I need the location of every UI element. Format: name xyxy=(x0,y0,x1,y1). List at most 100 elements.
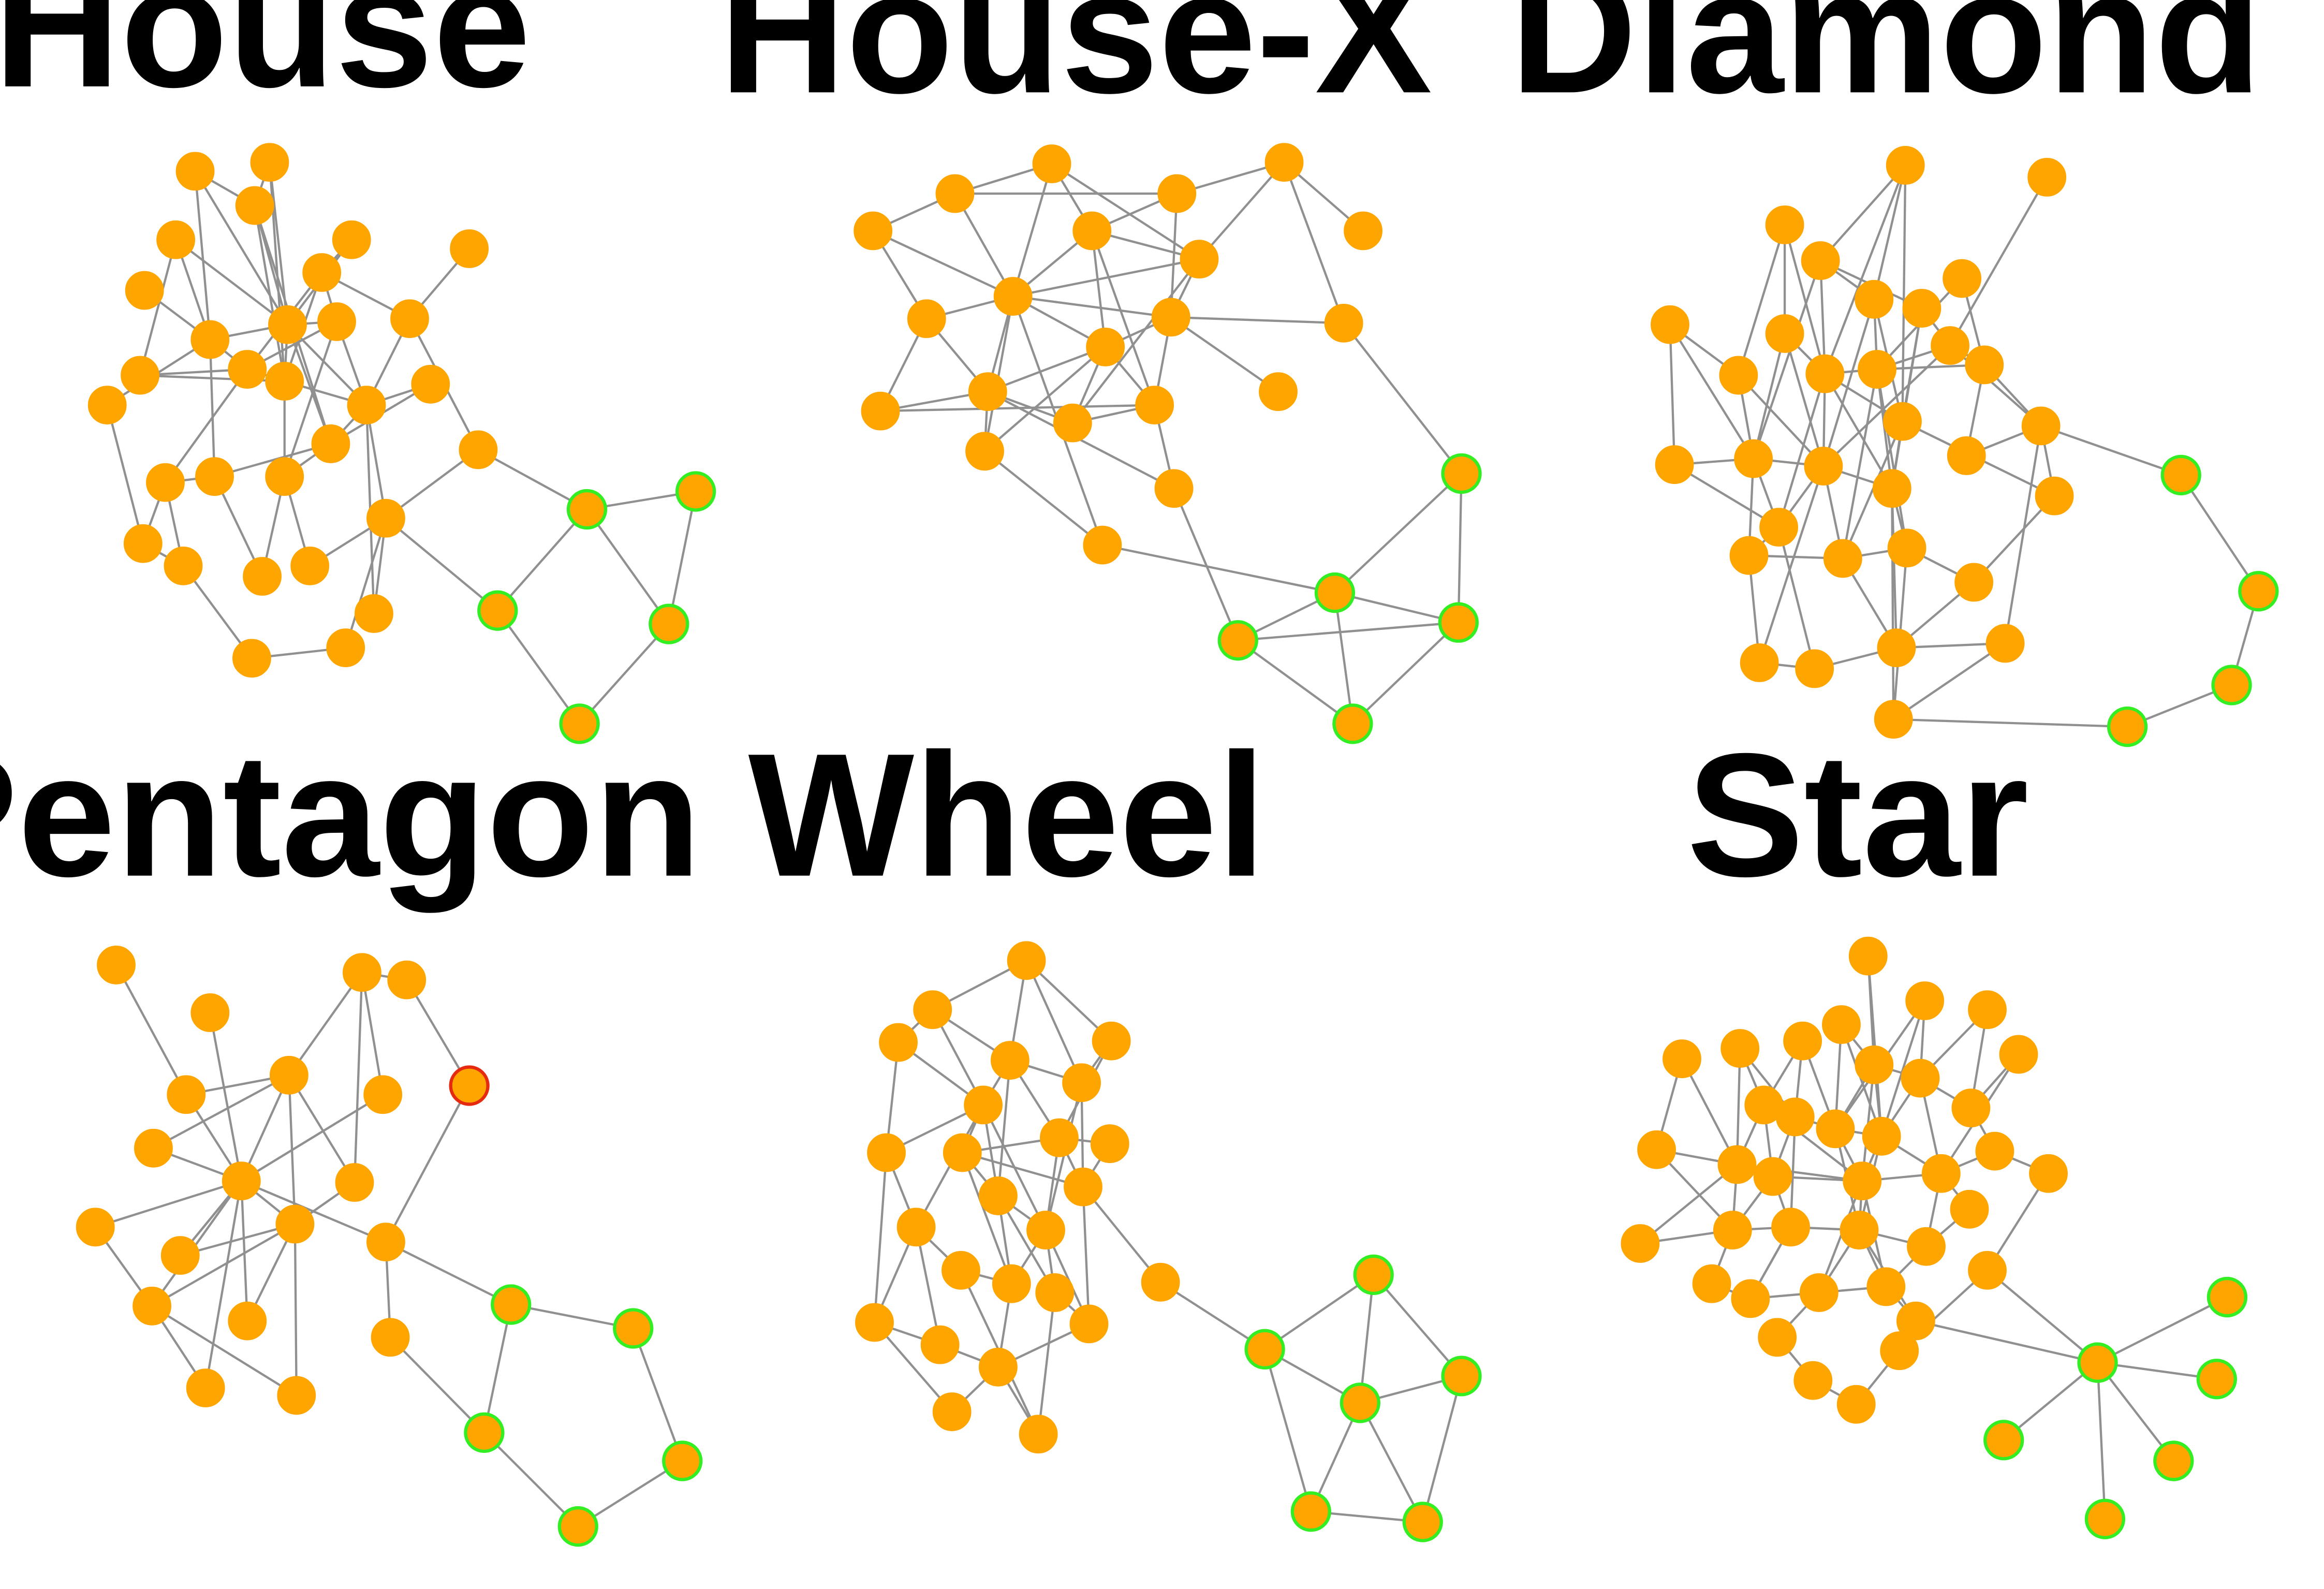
graph-node xyxy=(175,152,215,191)
graph-node xyxy=(1135,386,1174,425)
motif-node xyxy=(2196,1359,2237,1400)
graph-node xyxy=(134,1128,173,1168)
graph-edge xyxy=(1669,324,1755,460)
graph-edge xyxy=(1823,165,1907,374)
graph-edge xyxy=(1876,369,1908,549)
graph-edge xyxy=(209,339,216,477)
graph-edge xyxy=(1639,1164,1738,1245)
graph-edge xyxy=(1737,224,1786,376)
motif-node xyxy=(1441,1356,1482,1396)
graph-edge xyxy=(1901,165,1907,422)
panel-pentagon: Pentagon xyxy=(0,717,703,1547)
graph-edge xyxy=(1880,1000,1926,1137)
graph-edge xyxy=(1082,1187,1091,1324)
graph-edge xyxy=(1893,718,2128,728)
graph-node xyxy=(1887,528,1926,568)
graph-edge xyxy=(1263,1349,1312,1512)
graph-edge xyxy=(2096,1362,2175,1462)
motif-node xyxy=(566,489,608,530)
graph-node xyxy=(1943,259,1982,298)
graph-node xyxy=(1621,1224,1660,1263)
graph-edge xyxy=(1012,295,1171,318)
graph-edge xyxy=(1777,527,1816,669)
graph-edge xyxy=(483,1432,579,1527)
graph-edge xyxy=(385,517,498,612)
graph-node xyxy=(1840,1211,1879,1249)
graph-node xyxy=(390,299,429,339)
graph-node xyxy=(1805,354,1845,393)
graph-node xyxy=(277,1376,316,1415)
graph-edge xyxy=(115,964,187,1095)
motif-node xyxy=(559,703,600,744)
motif-node xyxy=(1244,1329,1285,1370)
graph-node xyxy=(311,424,350,463)
graph-node xyxy=(1072,211,1112,251)
graph-node xyxy=(1880,1331,1919,1371)
graph-node xyxy=(1062,1063,1101,1102)
graph-node xyxy=(269,1055,308,1095)
graph-edge xyxy=(1012,258,1200,298)
graph-node xyxy=(1157,174,1197,213)
motif-node xyxy=(1983,1420,2024,1461)
panel-house: House xyxy=(0,0,716,744)
graph-edge xyxy=(1681,1058,1738,1165)
motif-node xyxy=(491,1284,532,1325)
graph-node xyxy=(1007,941,1046,980)
graph-edge xyxy=(139,239,177,376)
graph-node xyxy=(332,220,371,259)
graph-node xyxy=(1344,211,1382,251)
graph-edge xyxy=(106,405,144,544)
graph-edge xyxy=(997,1060,1011,1196)
graph-node xyxy=(1901,1058,1940,1098)
graph-node xyxy=(861,391,900,431)
graph-node xyxy=(1931,326,1969,365)
graph-node xyxy=(913,990,952,1029)
graph-edge xyxy=(1818,1180,1863,1293)
graph-edge xyxy=(1037,1292,1056,1435)
graph-node xyxy=(1141,1262,1180,1302)
graph-edge xyxy=(361,972,384,1095)
graph-node xyxy=(964,1085,1003,1125)
graph-node xyxy=(1151,298,1190,337)
graph-edge xyxy=(577,1460,683,1527)
graph-node xyxy=(1775,1097,1815,1137)
graph-edge xyxy=(1842,421,1904,559)
motif-node xyxy=(2211,665,2252,705)
graph-edge xyxy=(353,972,363,1183)
graph-node xyxy=(265,362,304,401)
graph-node xyxy=(133,1286,171,1326)
graph-node xyxy=(1793,1361,1833,1400)
graph-edge xyxy=(194,170,289,326)
graph-node xyxy=(371,1318,410,1357)
graph-nodes-wheel xyxy=(855,941,1482,1542)
graph-node xyxy=(268,305,307,344)
graph-node xyxy=(1872,469,1911,508)
graph-edge xyxy=(151,1223,296,1307)
graph-edge xyxy=(1669,325,1676,465)
graph-node xyxy=(228,1301,267,1341)
graph-node xyxy=(387,960,426,999)
graph-node xyxy=(355,594,393,633)
motif-node xyxy=(662,1440,703,1481)
graph-edge xyxy=(153,1074,290,1150)
graph-node xyxy=(1783,1021,1822,1061)
graph-edge xyxy=(1822,344,1951,467)
graph-node xyxy=(978,1347,1018,1387)
graph-edge xyxy=(1025,960,1112,1042)
graph-edge xyxy=(1735,1048,1741,1165)
graph-edge xyxy=(1987,1269,2098,1364)
panel-title-house: House xyxy=(0,0,531,124)
graph-node xyxy=(2027,157,2067,197)
graph-node xyxy=(920,1325,960,1364)
graph-node xyxy=(1799,1273,1838,1312)
graph-node xyxy=(1019,1415,1058,1454)
graph-node xyxy=(302,253,342,292)
graph-node xyxy=(1180,240,1219,279)
graph-node xyxy=(167,1075,206,1114)
graph-node xyxy=(1729,536,1769,575)
motif-node xyxy=(1314,572,1356,613)
graph-node xyxy=(76,1208,115,1247)
graph-edge xyxy=(1091,230,1156,406)
graph-node xyxy=(1886,145,1925,185)
